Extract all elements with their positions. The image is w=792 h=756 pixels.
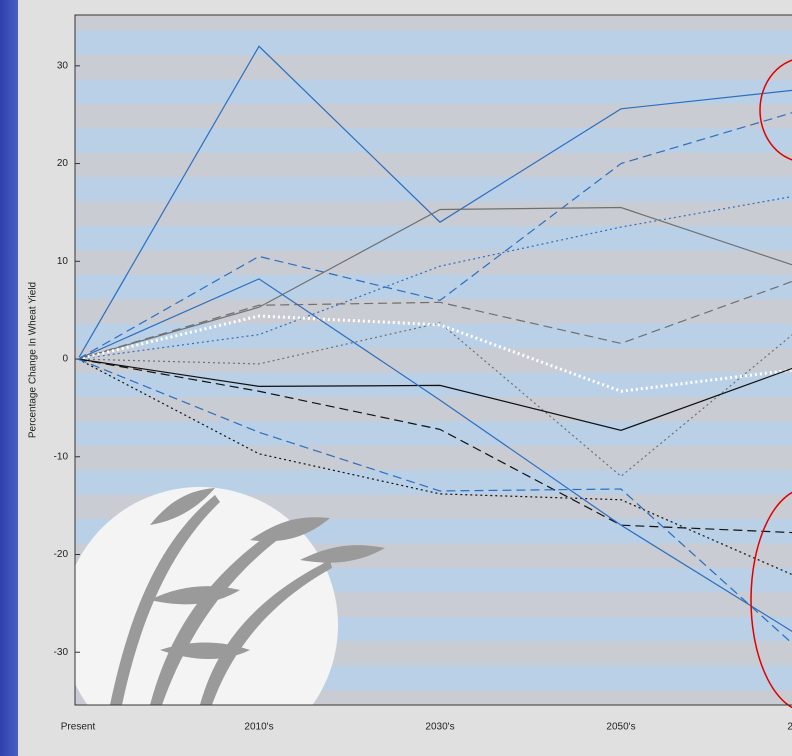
x-tick-label: 2030's xyxy=(425,722,454,733)
y-tick-label: 20 xyxy=(57,158,69,169)
y-tick-label: 0 xyxy=(62,354,68,365)
y-tick-label: 10 xyxy=(57,256,69,267)
side-strip xyxy=(0,0,18,756)
series-line xyxy=(77,45,792,360)
x-tick-label: 2010's xyxy=(244,722,273,733)
series-line xyxy=(77,278,792,633)
y-tick-label: -20 xyxy=(54,549,69,560)
highlight-circle xyxy=(750,491,792,709)
series-line xyxy=(77,358,792,576)
series-line xyxy=(77,358,792,534)
plot-frame xyxy=(74,14,792,706)
series-line xyxy=(77,322,792,478)
series-line xyxy=(77,196,792,360)
series-line xyxy=(77,358,792,431)
y-tick-label: -30 xyxy=(54,647,69,658)
illustration xyxy=(75,487,385,705)
series-line xyxy=(77,358,792,645)
series-line xyxy=(77,206,792,360)
x-tick-label: 2070's xyxy=(787,722,792,733)
x-tick-label: 2050's xyxy=(606,722,635,733)
y-tick-label: 30 xyxy=(57,60,69,71)
lines xyxy=(77,45,792,645)
series-line xyxy=(77,280,792,360)
axes: 30 20 10 0 -10 -20 -30 Present 2010's 2030's 2050'… xyxy=(54,60,792,732)
highlight-circle xyxy=(759,59,792,161)
y-axis-label: Percentage Change In Wheat Yield xyxy=(28,282,39,438)
series-line xyxy=(77,112,792,360)
series-line xyxy=(77,314,792,393)
y-tick-label: -10 xyxy=(54,451,69,462)
x-tick-label: Present xyxy=(61,722,96,733)
